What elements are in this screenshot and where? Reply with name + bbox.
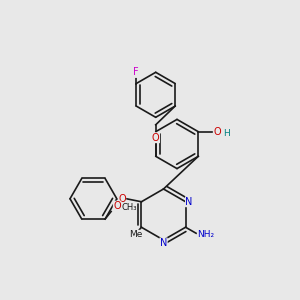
Text: F: F xyxy=(134,68,139,77)
Text: H: H xyxy=(223,129,230,138)
Text: N: N xyxy=(185,197,193,207)
Text: O: O xyxy=(214,127,222,137)
Text: NH₂: NH₂ xyxy=(198,230,215,239)
Text: O: O xyxy=(152,133,160,143)
Text: O: O xyxy=(113,201,121,211)
Text: CH₃: CH₃ xyxy=(122,202,137,211)
Text: N: N xyxy=(160,238,167,248)
Text: O: O xyxy=(118,194,126,204)
Text: Me: Me xyxy=(129,230,142,239)
